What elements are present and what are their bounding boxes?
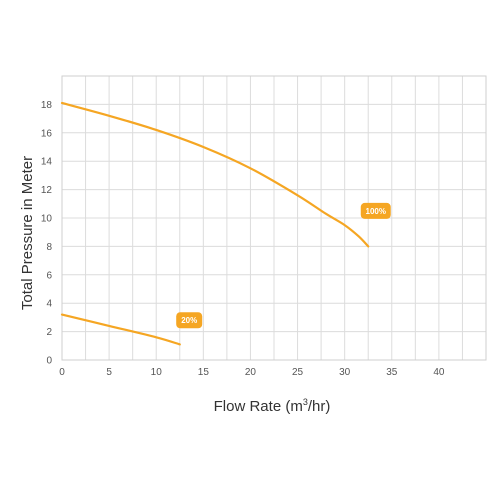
x-axis-title: Flow Rate (m3/hr) xyxy=(214,397,331,415)
series-labels: 100% 20% xyxy=(176,202,391,329)
series-label-badge: 20% xyxy=(176,312,203,329)
x-tick-label: 20 xyxy=(245,367,257,378)
x-tick-label: 30 xyxy=(339,367,351,378)
y-tick-label: 4 xyxy=(46,299,52,310)
x-axis-title-superscript: 3 xyxy=(303,397,308,407)
x-axis-title-suffix: /hr) xyxy=(308,398,331,415)
series-line-20pct xyxy=(60,313,181,346)
y-tick-label: 8 xyxy=(46,242,52,253)
x-tick-label: 10 xyxy=(151,367,163,378)
series-label-badge: 100% xyxy=(360,202,391,219)
y-tick-label: 14 xyxy=(41,157,53,168)
x-tick-label: 15 xyxy=(198,367,210,378)
series-group xyxy=(60,101,370,346)
x-tick-label: 0 xyxy=(59,367,65,378)
y-tick-label: 2 xyxy=(46,327,52,338)
series-label-text: 20% xyxy=(181,316,197,325)
y-axis-title: Total Pressure in Meter xyxy=(19,156,36,310)
y-tick-label: 16 xyxy=(41,128,53,139)
y-tick-label: 6 xyxy=(46,270,52,281)
y-tick-label: 18 xyxy=(41,100,53,111)
series-label-text: 100% xyxy=(366,207,386,216)
grid xyxy=(61,75,487,361)
series-label-badge-bg xyxy=(176,312,203,329)
y-tick-label: 12 xyxy=(41,185,53,196)
plot-border xyxy=(61,75,487,361)
series-line-100pct xyxy=(60,101,370,248)
y-axis-ticks: 0 2 4 6 8 10 12 14 16 18 xyxy=(41,100,53,367)
y-tick-label: 10 xyxy=(41,214,53,225)
y-tick-label: 0 xyxy=(46,356,52,367)
x-tick-label: 35 xyxy=(386,367,398,378)
x-axis-ticks: 0 5 10 15 20 25 30 35 40 xyxy=(59,367,445,378)
x-tick-label: 25 xyxy=(292,367,304,378)
x-tick-label: 40 xyxy=(433,367,445,378)
x-tick-label: 5 xyxy=(106,367,112,378)
x-axis-title-main: Flow Rate (m xyxy=(214,398,303,415)
series-label-badge-bg xyxy=(360,202,391,219)
